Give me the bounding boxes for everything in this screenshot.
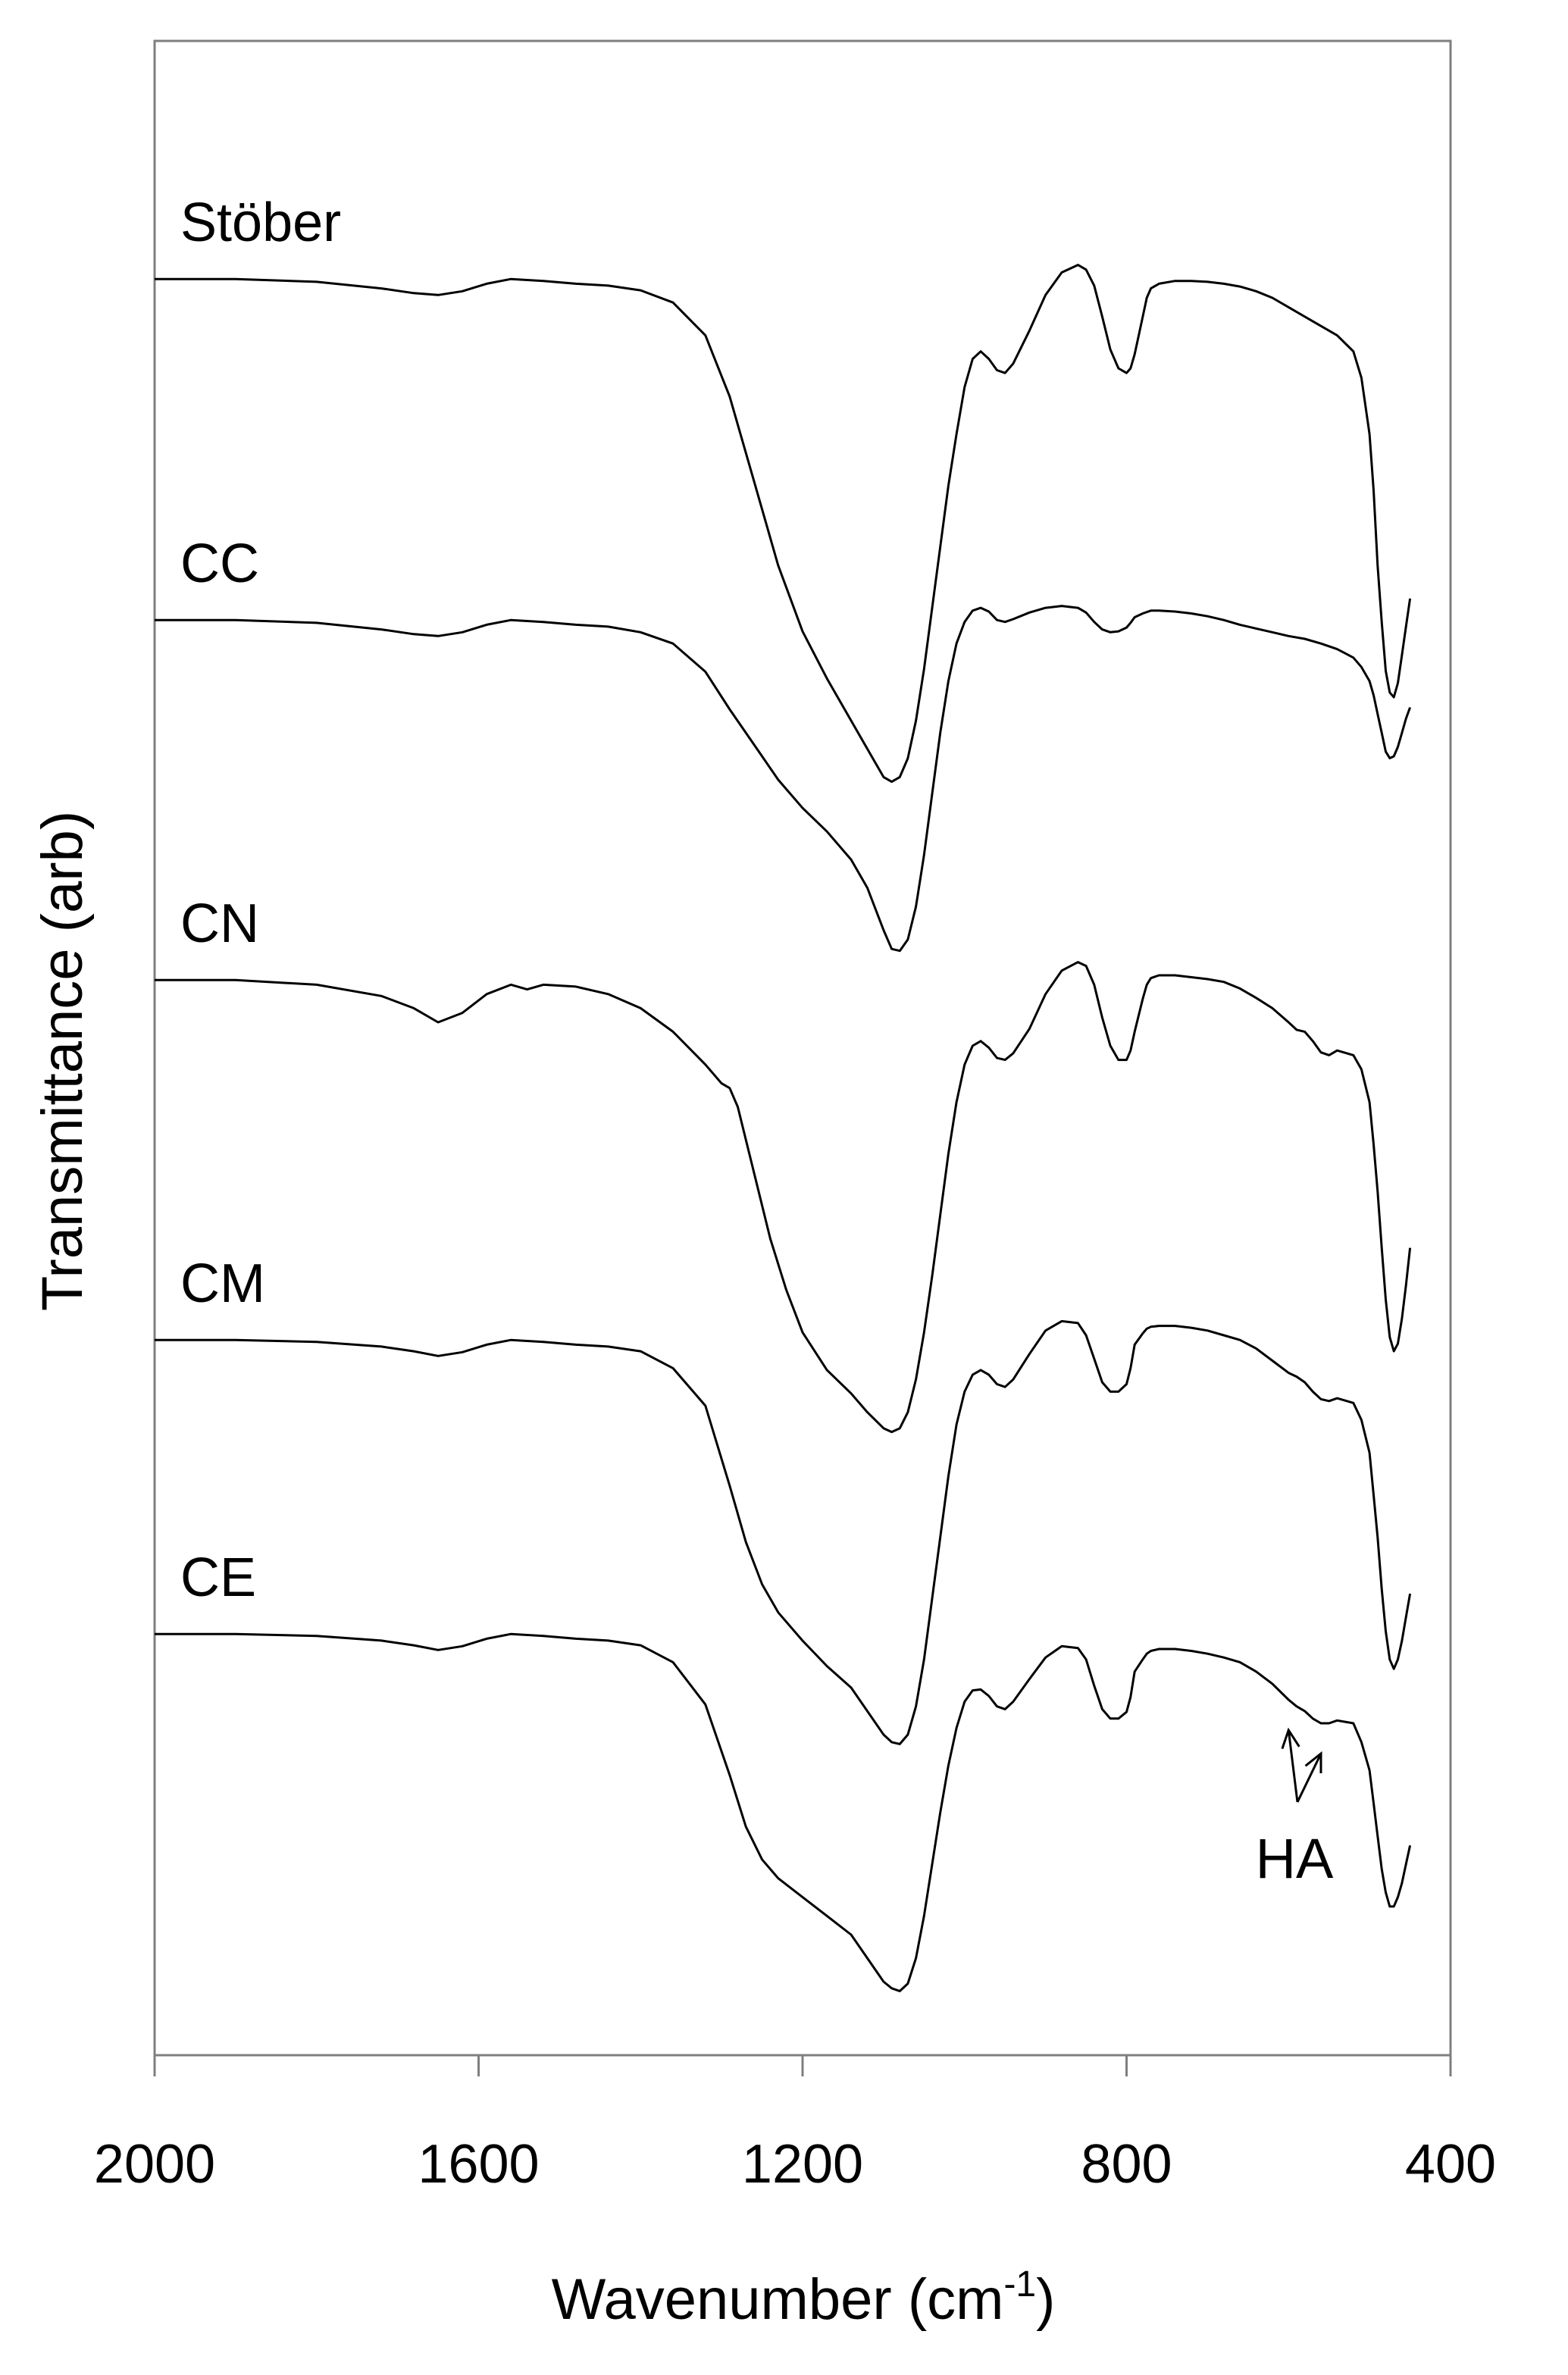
series-line-0 bbox=[155, 264, 1412, 784]
x-axis-tick-labels: 2000 1600 1200 800 400 bbox=[94, 2134, 1496, 2195]
ha-arrow-line-1 bbox=[1296, 1753, 1322, 1803]
x-tick-label: 1200 bbox=[742, 2134, 863, 2195]
y-axis-title: Transmittance (arb) bbox=[30, 811, 95, 1311]
series-label-2: CN bbox=[180, 893, 259, 954]
ha-arrow-line-0 bbox=[1287, 1729, 1299, 1803]
ha-annotation-label: HA bbox=[1256, 1827, 1334, 1890]
plot-frame bbox=[153, 39, 1452, 2057]
series-traces bbox=[155, 264, 1412, 1992]
x-axis-title: Wavenumber (cm-1) bbox=[552, 2264, 1056, 2332]
series-line-1 bbox=[155, 605, 1412, 953]
series-label-3: CM bbox=[180, 1253, 265, 1314]
series-label-1: CC bbox=[180, 534, 259, 594]
series-line-4 bbox=[155, 1632, 1412, 1992]
series-line-2 bbox=[155, 961, 1412, 1434]
x-tick-label: 2000 bbox=[94, 2134, 215, 2195]
ha-annotation: HA bbox=[1256, 1727, 1334, 1890]
series-line-3 bbox=[155, 1319, 1412, 1745]
x-tick-label: 400 bbox=[1405, 2134, 1496, 2195]
x-axis-ticks bbox=[153, 2055, 1452, 2076]
series-label-4: CE bbox=[180, 1547, 256, 1608]
series-labels: Stöber CC CN CM CE bbox=[180, 192, 341, 1608]
x-tick-label: 1600 bbox=[418, 2134, 539, 2195]
ha-arrow-head-1 bbox=[1304, 1751, 1322, 1774]
ha-arrow-head-0 bbox=[1281, 1727, 1300, 1750]
series-label-0: Stöber bbox=[180, 192, 341, 253]
x-tick-label: 800 bbox=[1081, 2134, 1172, 2195]
